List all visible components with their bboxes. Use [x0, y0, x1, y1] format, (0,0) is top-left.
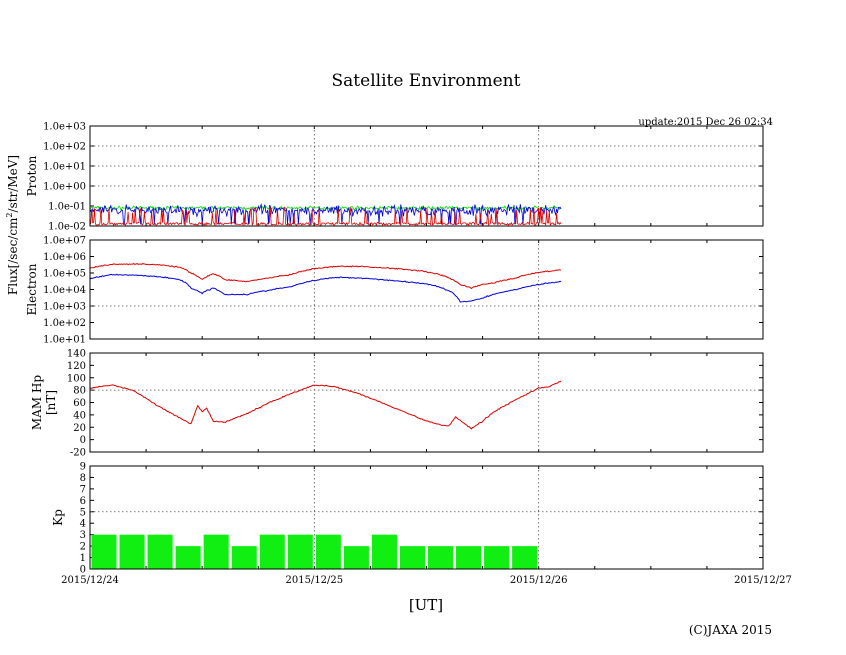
panel-ylabel: Proton	[25, 155, 39, 196]
y-tick-label: 60	[73, 398, 86, 409]
kp-bar	[456, 546, 482, 569]
y-tick-label: 8	[80, 473, 86, 484]
electron-blue-line	[89, 273, 562, 303]
y-tick-label: 20	[73, 423, 86, 434]
kp-bar	[175, 546, 201, 569]
panel-ylabel: Electron	[25, 263, 39, 315]
y-tick-label: 4	[80, 519, 86, 530]
y-tick-label: 1	[80, 553, 86, 564]
kp-bar	[371, 534, 397, 569]
y-tick-label: 1.0e+04	[43, 285, 86, 296]
y-tick-label: 1.0e+01	[43, 162, 86, 173]
x-tick-label: 2015/12/25	[286, 575, 344, 586]
y-tick-label: 1.0e-02	[48, 222, 86, 233]
y-tick-label: -20	[70, 448, 86, 459]
y-tick-label: 1.0e+03	[43, 122, 86, 133]
kp-bar	[91, 534, 117, 569]
kp-bar	[343, 546, 369, 569]
y-tick-label: 6	[80, 496, 86, 507]
panel-frame	[89, 465, 764, 570]
kp-bar	[315, 534, 341, 569]
panel-electron: 1.0e+01 1.0e+02 1.0e+03 1.0e+04 1.0e+05 1.0e+…	[25, 236, 764, 346]
y-tick-label: 7	[80, 484, 86, 495]
y-tick-label: 0	[80, 435, 86, 446]
kp-bar	[231, 546, 257, 569]
electron-red-line	[89, 263, 562, 290]
y-tick-label: 1.0e+07	[43, 236, 86, 247]
x-axis-label: [UT]	[409, 596, 443, 614]
y-tick-label: 120	[67, 361, 86, 372]
kp-bar	[119, 534, 145, 569]
y-tick-label: 80	[73, 386, 86, 397]
y-tick-label: 1.0e+00	[43, 182, 86, 193]
y-tick-label: 1.0e+02	[43, 142, 86, 153]
proton-blue-line	[89, 203, 562, 225]
y-tick-label: 1.0e+02	[43, 318, 86, 329]
y-tick-label: 1.0e+01	[43, 335, 86, 346]
y-tick-label: 1.0e-01	[48, 202, 86, 213]
kp-bar	[399, 546, 425, 569]
y-tick-label: 140	[67, 349, 86, 360]
panel-frame	[89, 352, 764, 453]
kp-bar	[203, 534, 229, 569]
y-tick-label: 1.0e+06	[43, 252, 86, 263]
x-tick-label: 2015/12/27	[734, 575, 792, 586]
x-tick-label: 2015/12/26	[510, 575, 568, 586]
proton-red-line	[89, 206, 562, 227]
kp-bar	[428, 546, 454, 569]
y-tick-label: 9	[80, 462, 86, 473]
mam-hp-line	[89, 380, 562, 430]
kp-bar	[484, 546, 510, 569]
x-axis-ticks: 2015/12/24 2015/12/25 2015/12/26 2015/12/27	[61, 575, 792, 586]
y-tick-label: 2	[80, 542, 86, 553]
kp-bar	[147, 534, 173, 569]
shared-flux-ylabel: Flux[/sec/cm2/str/MeV]	[5, 155, 20, 295]
y-tick-label: 5	[80, 507, 86, 518]
copyright: (C)JAXA 2015	[689, 623, 772, 637]
chart-title: Satellite Environment	[332, 71, 521, 91]
update-timestamp: update:2015 Dec 26 02:34	[638, 117, 773, 128]
panel-frame	[89, 239, 764, 340]
y-tick-label: 100	[67, 373, 86, 384]
y-tick-label: 40	[73, 410, 86, 421]
panel-ylabel: Kp	[51, 509, 65, 526]
kp-bar	[287, 534, 313, 569]
panel-proton: 1.0e-02 1.0e-01 1.0e+00 1.0e+01 1.0e+02 1.0e+…	[25, 122, 764, 233]
kp-bar	[512, 546, 538, 569]
panel-ylabel: MAM Hp[nT]	[30, 375, 58, 431]
panel-frame	[89, 125, 764, 227]
y-tick-label: 0	[80, 565, 86, 576]
y-tick-label: 1.0e+03	[43, 302, 86, 313]
x-tick-label: 2015/12/24	[61, 575, 119, 586]
kp-bar	[259, 534, 285, 569]
y-tick-label: 3	[80, 530, 86, 541]
y-tick-label: 1.0e+05	[43, 269, 86, 280]
panels: 1.0e-021.0e-011.0e+001.0e+011.0e+021.0e+…	[25, 122, 764, 576]
